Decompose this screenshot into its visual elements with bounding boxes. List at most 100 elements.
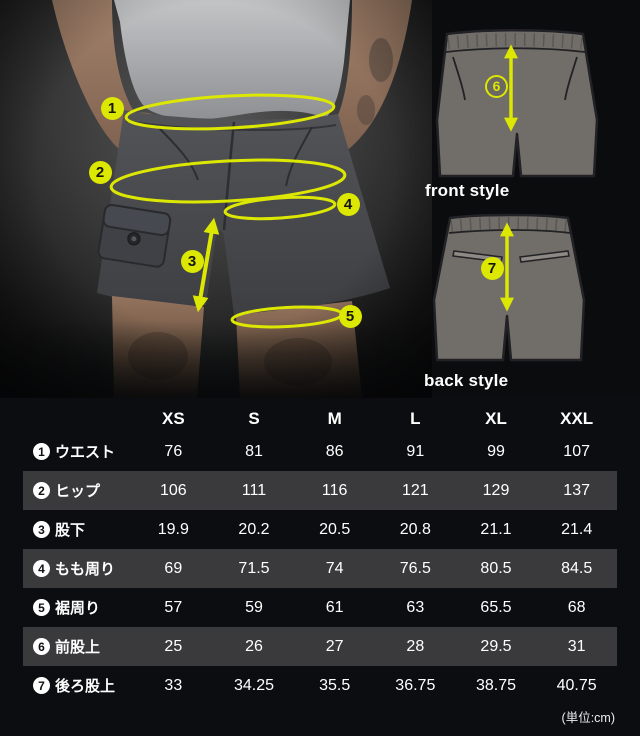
back-welt-pocket xyxy=(519,250,570,263)
measure-badge-4: 4 xyxy=(336,192,360,216)
size-value-cell: 38.75 xyxy=(475,676,517,694)
col-header-l: L xyxy=(410,409,421,428)
size-value-cell: 59 xyxy=(245,598,263,616)
row-label-text: 前股上 xyxy=(55,639,101,656)
row-number-badge: 6 xyxy=(33,638,50,655)
size-value-cell: 74 xyxy=(325,559,344,577)
front-pocket-seam xyxy=(452,56,466,101)
size-value-cell: 33 xyxy=(164,676,183,694)
size-value-cell: 26 xyxy=(245,637,263,655)
size-value-cell: 69 xyxy=(164,559,183,577)
hero-section: 1 2 3 4 5 6 7 front style back style xyxy=(0,0,599,398)
size-value-cell: 20.8 xyxy=(399,520,431,538)
size-value-cell: 99 xyxy=(487,442,505,460)
measurement-annotations xyxy=(109,93,347,329)
size-value-cell: 25 xyxy=(164,637,183,655)
size-value-cell: 71.5 xyxy=(238,559,270,577)
size-value-cell: 68 xyxy=(567,598,586,616)
row-label: 7 後ろ股上 xyxy=(23,675,133,696)
measure-badge-7: 7 xyxy=(480,256,504,280)
measure-badge-6: 6 xyxy=(485,75,508,98)
size-row-hip: 2 ヒップ 106 111 116 121 129 137 xyxy=(23,471,617,510)
size-value-cell: 80.5 xyxy=(480,559,512,577)
back-waistband-ticks xyxy=(450,217,568,232)
back-shorts-outline xyxy=(432,213,586,362)
size-row-inseam: 3 股下 19.9 20.2 20.5 20.8 21.1 21.4 xyxy=(23,510,617,549)
row-label: 3 股下 xyxy=(23,519,133,540)
size-value-cell: 84.5 xyxy=(561,559,593,577)
row-number-badge: 5 xyxy=(33,599,50,616)
col-header-s: S xyxy=(248,409,260,428)
size-row-back-rise: 7 後ろ股上 33 34.25 35.5 36.75 38.75 40.75 xyxy=(23,666,617,705)
size-table-section: XS S M L XL XXL 1 ウエスト 76 81 86 91 99 10… xyxy=(0,398,640,736)
back-style-diagram xyxy=(432,213,586,362)
size-row-thigh: 4 もも周り 69 71.5 74 76.5 80.5 84.5 xyxy=(23,549,617,588)
photo-vignette xyxy=(0,0,432,398)
hip-measure-ellipse xyxy=(109,158,347,204)
size-value-cell: 81 xyxy=(245,442,263,460)
size-value-cell: 20.2 xyxy=(238,520,270,538)
inseam-measure-arrow xyxy=(192,217,220,313)
size-table-header-row: XS S M L XL XXL xyxy=(23,406,617,432)
size-value-cell: 20.5 xyxy=(319,520,351,538)
size-value-cell: 76 xyxy=(164,442,183,460)
front-waistband-ticks xyxy=(447,33,583,50)
row-label: 2 ヒップ xyxy=(23,480,133,501)
row-label-text: ヒップ xyxy=(55,483,101,500)
row-label-text: 裾周り xyxy=(55,600,101,617)
unit-note: (単位:cm) xyxy=(561,711,615,725)
size-value-cell: 76.5 xyxy=(399,559,431,577)
back-style-label: back style xyxy=(424,371,509,390)
measure-badge-3: 3 xyxy=(180,249,204,273)
measure-badge-1: 1 xyxy=(100,96,124,120)
size-value-cell: 35.5 xyxy=(319,676,351,694)
row-number-badge: 3 xyxy=(33,521,50,538)
size-value-cell: 40.75 xyxy=(556,676,597,694)
size-value-cell: 27 xyxy=(325,637,344,655)
size-value-cell: 19.9 xyxy=(157,520,189,538)
size-value-cell: 28 xyxy=(406,637,425,655)
size-value-cell: 29.5 xyxy=(480,637,512,655)
front-style-label: front style xyxy=(425,181,510,200)
row-number-badge: 1 xyxy=(33,443,50,460)
front-pocket-seam xyxy=(564,56,578,101)
size-value-cell: 107 xyxy=(563,442,590,460)
col-header-xl: XL xyxy=(485,409,507,428)
size-value-cell: 129 xyxy=(482,481,510,499)
size-value-cell: 111 xyxy=(241,481,267,499)
row-label: 5 裾周り xyxy=(23,597,133,618)
measure-badge-5: 5 xyxy=(338,304,362,328)
row-number-badge: 7 xyxy=(33,677,50,694)
size-value-cell: 36.75 xyxy=(395,676,436,694)
row-label-text: ウエスト xyxy=(55,444,116,461)
col-header-xxl: XXL xyxy=(560,409,594,428)
measurement-illustration xyxy=(0,0,599,398)
col-header-m: M xyxy=(327,409,342,428)
size-row-front-rise: 6 前股上 25 26 27 28 29.5 31 xyxy=(23,627,617,666)
size-value-cell: 34.25 xyxy=(233,676,275,694)
size-value-cell: 57 xyxy=(164,598,183,616)
size-value-cell: 63 xyxy=(406,598,425,616)
size-value-cell: 65.5 xyxy=(480,598,512,616)
size-value-cell: 86 xyxy=(325,442,344,460)
size-table: XS S M L XL XXL 1 ウエスト 76 81 86 91 99 10… xyxy=(23,406,617,705)
size-value-cell: 21.4 xyxy=(561,520,593,538)
size-value-cell: 91 xyxy=(406,442,425,460)
size-value-cell: 137 xyxy=(563,481,590,499)
row-label: 6 前股上 xyxy=(23,636,133,657)
row-label-text: もも周り xyxy=(55,561,116,578)
size-value-cell: 21.1 xyxy=(480,520,512,538)
row-number-badge: 2 xyxy=(33,482,50,499)
size-row-waist: 1 ウエスト 76 81 86 91 99 107 xyxy=(23,432,617,471)
front-shorts-outline xyxy=(435,29,599,178)
size-value-cell: 31 xyxy=(567,637,586,655)
waist-measure-ellipse xyxy=(124,93,336,131)
row-label: 4 もも周り xyxy=(23,558,133,579)
front-style-diagram xyxy=(435,29,599,178)
measure-badge-2: 2 xyxy=(88,160,112,184)
row-number-badge: 4 xyxy=(33,560,50,577)
size-value-cell: 106 xyxy=(159,481,187,499)
row-label-text: 後ろ股上 xyxy=(55,678,116,695)
size-value-cell: 121 xyxy=(401,481,429,499)
row-label-text: 股下 xyxy=(55,522,86,539)
